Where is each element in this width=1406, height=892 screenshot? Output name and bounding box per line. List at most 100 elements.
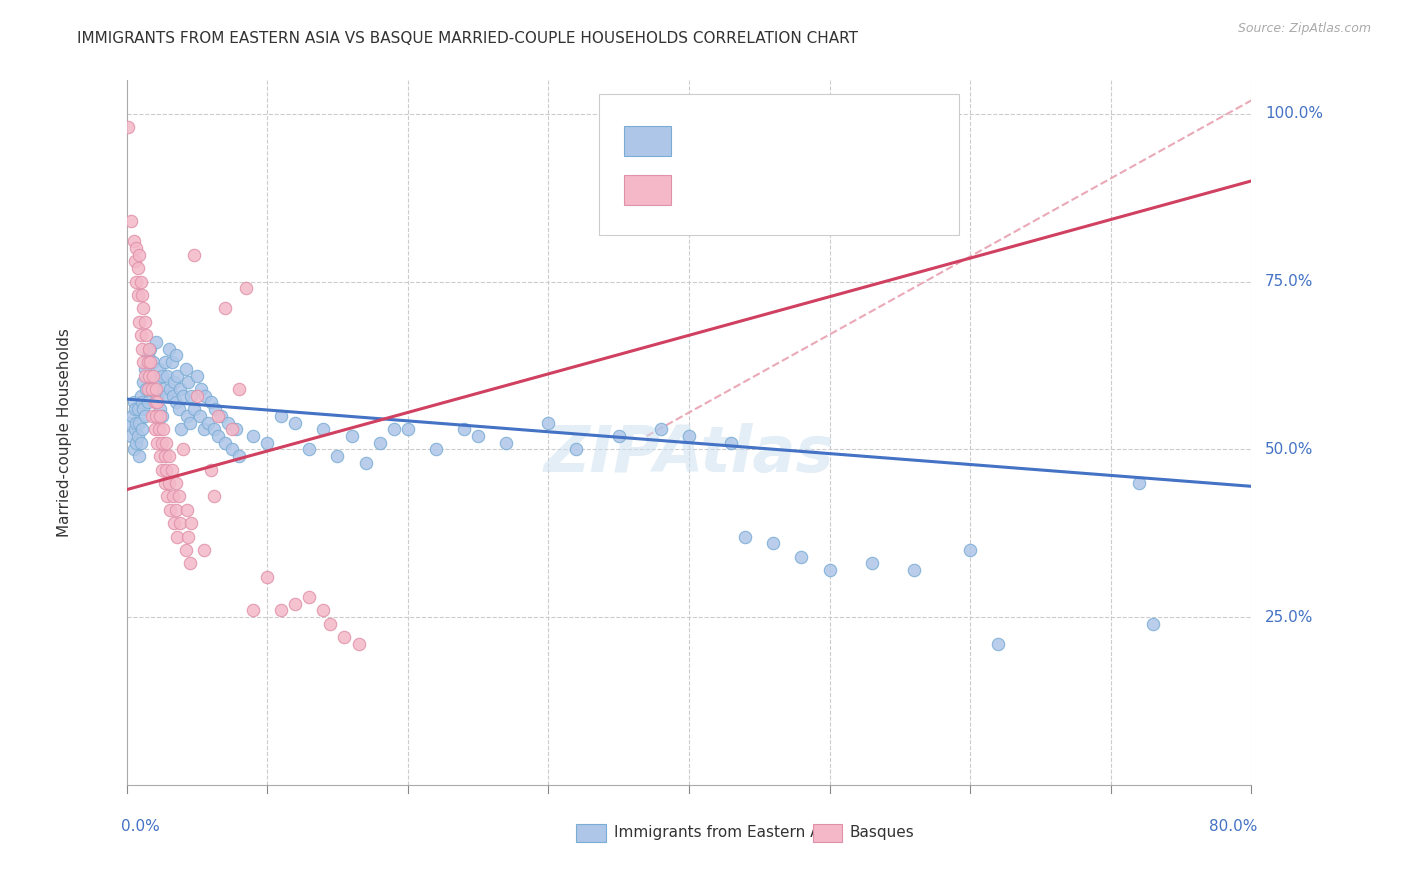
Text: 50.0%: 50.0% bbox=[1265, 442, 1313, 457]
Point bbox=[155, 389, 177, 403]
Point bbox=[124, 402, 146, 417]
Point bbox=[157, 342, 180, 356]
Point bbox=[903, 563, 925, 577]
Point bbox=[125, 416, 148, 430]
Point bbox=[131, 342, 153, 356]
Point bbox=[174, 543, 197, 558]
Point bbox=[163, 516, 186, 531]
Point bbox=[135, 328, 157, 343]
Point bbox=[177, 376, 200, 390]
Point bbox=[142, 355, 165, 369]
Point bbox=[149, 409, 172, 423]
Point bbox=[209, 409, 232, 423]
Point bbox=[159, 382, 181, 396]
Point bbox=[146, 435, 169, 450]
Point bbox=[467, 429, 489, 443]
Point bbox=[166, 368, 188, 383]
Text: -0.234: -0.234 bbox=[728, 131, 793, 149]
Point bbox=[128, 315, 150, 329]
Point bbox=[172, 389, 194, 403]
Point bbox=[125, 241, 148, 255]
Point bbox=[176, 409, 198, 423]
Point bbox=[148, 362, 170, 376]
Point bbox=[177, 530, 200, 544]
Point bbox=[242, 429, 264, 443]
Point bbox=[202, 489, 225, 503]
Point bbox=[720, 435, 742, 450]
Point bbox=[128, 248, 150, 262]
Point bbox=[179, 416, 201, 430]
Point bbox=[650, 422, 672, 436]
Point bbox=[155, 435, 177, 450]
Point bbox=[134, 409, 156, 423]
Point bbox=[138, 342, 160, 356]
Point bbox=[179, 557, 201, 571]
Point bbox=[146, 389, 169, 403]
Point bbox=[131, 288, 153, 302]
Point bbox=[790, 549, 813, 564]
Point bbox=[607, 429, 630, 443]
Point bbox=[165, 475, 187, 490]
Point bbox=[129, 435, 152, 450]
Point bbox=[762, 536, 785, 550]
Point bbox=[200, 395, 222, 409]
Point bbox=[284, 416, 307, 430]
Text: R =: R = bbox=[686, 180, 725, 199]
Point bbox=[157, 449, 180, 463]
Point bbox=[160, 462, 183, 476]
Point bbox=[152, 382, 174, 396]
Point bbox=[256, 570, 278, 584]
Point bbox=[121, 409, 143, 423]
Point bbox=[157, 475, 180, 490]
Point bbox=[225, 422, 247, 436]
Point bbox=[190, 382, 212, 396]
Point bbox=[180, 516, 202, 531]
Point bbox=[959, 543, 981, 558]
Point bbox=[312, 603, 335, 617]
Point bbox=[270, 409, 292, 423]
Point bbox=[197, 416, 219, 430]
Point bbox=[163, 376, 186, 390]
Point bbox=[150, 368, 173, 383]
Point bbox=[425, 442, 447, 457]
Point bbox=[149, 402, 172, 417]
FancyBboxPatch shape bbox=[624, 176, 671, 205]
Point bbox=[149, 449, 172, 463]
Point bbox=[143, 376, 166, 390]
Point bbox=[141, 382, 163, 396]
Point bbox=[207, 409, 229, 423]
Text: 25.0%: 25.0% bbox=[1265, 609, 1313, 624]
Point bbox=[270, 603, 292, 617]
Point bbox=[120, 214, 142, 228]
Point bbox=[860, 557, 883, 571]
Point bbox=[193, 543, 215, 558]
Point bbox=[256, 435, 278, 450]
Text: 0.0%: 0.0% bbox=[121, 819, 160, 834]
Point bbox=[125, 275, 148, 289]
Point bbox=[131, 422, 153, 436]
Point bbox=[298, 442, 321, 457]
Point bbox=[186, 389, 208, 403]
Text: 0.383: 0.383 bbox=[728, 180, 786, 199]
Point bbox=[172, 442, 194, 457]
Point bbox=[183, 402, 205, 417]
Point bbox=[148, 422, 170, 436]
Point bbox=[200, 462, 222, 476]
Point bbox=[228, 449, 250, 463]
FancyBboxPatch shape bbox=[576, 823, 606, 842]
Point bbox=[136, 382, 159, 396]
Point bbox=[242, 603, 264, 617]
Point bbox=[128, 416, 150, 430]
Point bbox=[565, 442, 588, 457]
Point bbox=[186, 368, 208, 383]
Point bbox=[165, 395, 187, 409]
Point bbox=[818, 563, 841, 577]
Point bbox=[132, 376, 155, 390]
Point bbox=[136, 348, 159, 362]
Point bbox=[122, 235, 145, 249]
Point bbox=[134, 315, 156, 329]
Text: Basques: Basques bbox=[849, 825, 914, 840]
Point bbox=[169, 382, 191, 396]
Point bbox=[143, 395, 166, 409]
Point bbox=[127, 288, 149, 302]
